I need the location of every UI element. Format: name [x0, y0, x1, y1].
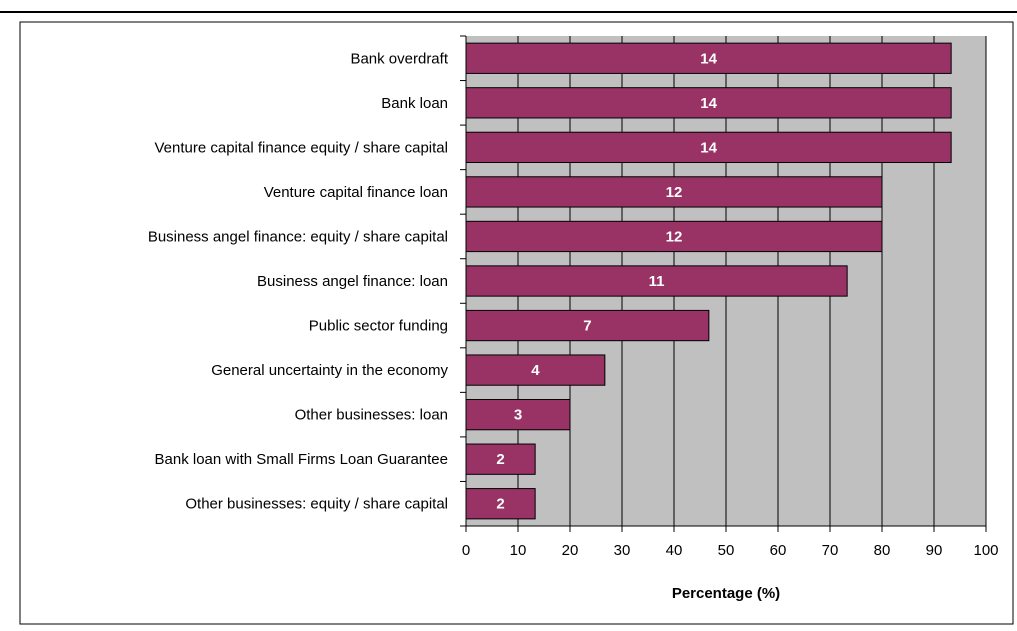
category-label: Business angel finance: loan: [257, 273, 448, 290]
bar-data-label: 3: [514, 407, 522, 424]
x-tick-label: 90: [926, 542, 943, 559]
x-tick-label: 70: [822, 542, 839, 559]
category-labels: Bank overdraft Bank loan Venture capital f…: [148, 50, 449, 512]
x-axis-title: Percentage (%): [672, 585, 780, 602]
bar-data-label: 14: [700, 50, 717, 67]
bar: [465, 220, 883, 253]
axes: 0 10 20 30 40 50 60 70 80 90 100: [460, 35, 999, 559]
x-tick-label: 60: [770, 542, 787, 559]
bar-data-label: 12: [666, 228, 683, 245]
bar: [465, 265, 848, 297]
bar: [465, 443, 536, 475]
x-tick-label: 10: [510, 542, 527, 559]
bar-data-label: 2: [496, 451, 504, 468]
bar: [465, 398, 571, 431]
x-tick-label: 40: [666, 542, 683, 559]
bar-data-label: 14: [700, 95, 717, 112]
x-tick-label: 50: [718, 542, 735, 559]
x-tick-label: 0: [462, 542, 470, 559]
category-label: Bank overdraft: [350, 50, 448, 67]
category-label: Venture capital finance equity / share c…: [154, 139, 448, 156]
bar: [465, 87, 952, 119]
category-label: Other businesses: equity / share capital: [185, 496, 448, 513]
bar-data-label: 2: [496, 496, 504, 513]
category-label: General uncertainty in the economy: [211, 362, 448, 379]
bar: [465, 488, 536, 520]
bars: 14 14 14 12 12 11 7 4 3 2 2: [465, 42, 952, 520]
category-label: Venture capital finance loan: [264, 184, 448, 201]
bar-data-label: 11: [649, 273, 665, 290]
x-tick-label: 80: [874, 542, 891, 559]
bar-data-label: 14: [700, 139, 717, 156]
category-label: Bank loan: [381, 95, 448, 112]
category-label: Public sector funding: [309, 318, 448, 335]
x-tick-label: 20: [562, 542, 579, 559]
category-label: Bank loan with Small Firms Loan Guarante…: [155, 451, 448, 468]
x-tick-label: 30: [614, 542, 631, 559]
bar-data-label: 4: [531, 362, 540, 379]
bar-data-label: 12: [666, 184, 683, 201]
bar: [465, 176, 883, 208]
category-label: Other businesses: loan: [295, 407, 448, 424]
bar: [465, 354, 606, 386]
category-label: Business angel finance: equity / share c…: [148, 228, 448, 245]
x-tick-label: 100: [973, 542, 998, 559]
bar-data-label: 7: [583, 318, 591, 335]
